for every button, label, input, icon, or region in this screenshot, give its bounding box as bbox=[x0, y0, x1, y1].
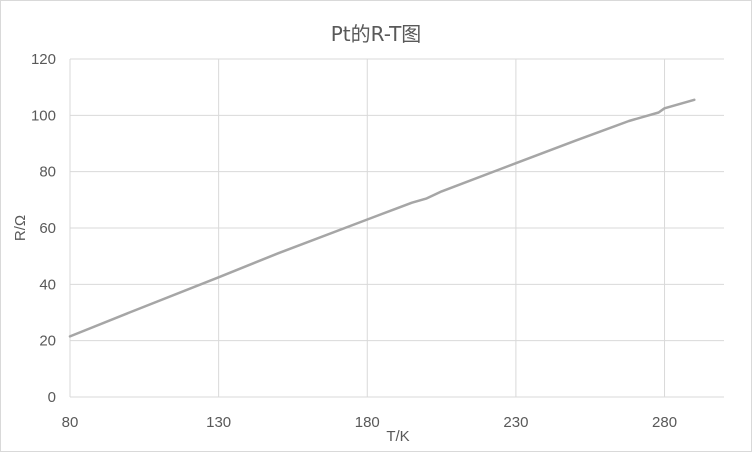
chart-title: Pt的R-T图 bbox=[330, 22, 422, 46]
y-tick-label: 100 bbox=[31, 107, 56, 124]
x-tick-label: 180 bbox=[355, 414, 380, 431]
y-tick-label: 40 bbox=[39, 276, 56, 293]
x-tick-label: 80 bbox=[62, 414, 79, 431]
y-tick-label: 80 bbox=[39, 164, 56, 181]
y-tick-label: 0 bbox=[48, 389, 56, 406]
x-tick-label: 280 bbox=[652, 414, 677, 431]
x-axis-title: T/K bbox=[386, 428, 409, 445]
x-tick-label: 130 bbox=[206, 414, 231, 431]
y-tick-label: 120 bbox=[31, 51, 56, 68]
series-line bbox=[68, 98, 696, 338]
y-tick-label: 60 bbox=[39, 220, 56, 237]
y-tick-label: 20 bbox=[39, 333, 56, 350]
y-axis-title: R/Ω bbox=[12, 215, 29, 241]
x-tick-label: 230 bbox=[503, 414, 528, 431]
